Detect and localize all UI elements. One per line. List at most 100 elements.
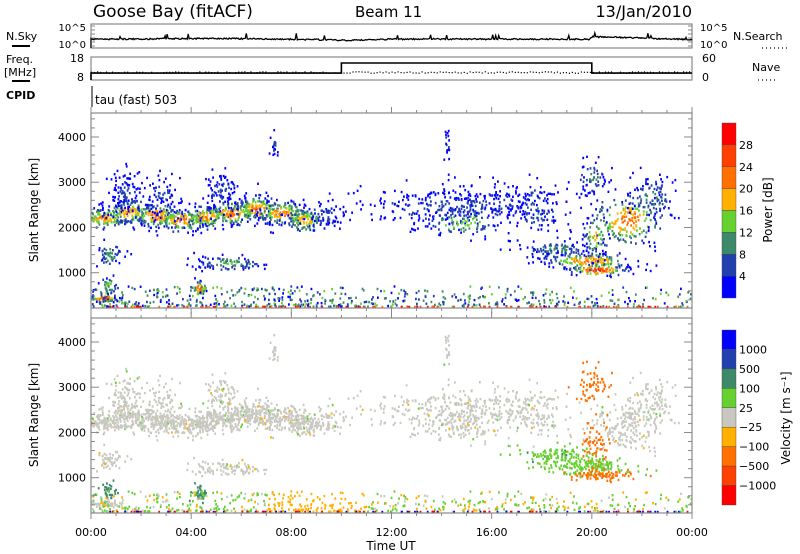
- power-echo-cell: [678, 293, 681, 296]
- power-echo-cell: [337, 305, 340, 309]
- velocity-echo-cell: [274, 425, 276, 428]
- nave-dot: [553, 72, 555, 74]
- velocity-echo-cell: [290, 414, 293, 417]
- power-echo-cell: [617, 237, 619, 240]
- velocity-echo-cell: [251, 410, 254, 414]
- power-echo-cell: [396, 204, 398, 207]
- power-echo-cell: [659, 201, 661, 204]
- power-echo-cell: [236, 212, 238, 216]
- velocity-echo-cell: [97, 414, 99, 417]
- power-echo-cell: [488, 302, 490, 305]
- power-echo-cell: [148, 204, 151, 207]
- power-echo-cell: [569, 261, 571, 265]
- power-echo-cell: [436, 305, 439, 309]
- power-echo-cell: [359, 185, 362, 188]
- power-echo-cell: [278, 215, 281, 218]
- power-echo-cell: [496, 301, 499, 304]
- power-echo-cell: [108, 191, 110, 195]
- power-echo-cell: [474, 210, 477, 213]
- nsky-tick-bottom: 10^0: [59, 40, 86, 51]
- power-echo-cell: [650, 211, 652, 215]
- power-echo-cell: [451, 207, 454, 210]
- velocity-echo-cell: [269, 421, 272, 424]
- power-echo-cell: [125, 162, 128, 166]
- power-echo-cell: [95, 218, 98, 222]
- power-echo-cell: [584, 256, 587, 260]
- power-echo-cell: [541, 224, 543, 227]
- power-echo-cell: [466, 201, 469, 205]
- power-echo-cell: [163, 191, 166, 195]
- power-echo-cell: [258, 216, 260, 220]
- power-echo-cell: [581, 238, 584, 241]
- power-echo-cell: [565, 200, 568, 203]
- power-echo-cell: [649, 218, 652, 222]
- velocity-echo-cell: [290, 404, 293, 407]
- power-echo-cell: [451, 219, 454, 222]
- freq-tick-bottom: 8: [77, 71, 84, 84]
- velocity-echo-cell: [166, 423, 169, 427]
- power-echo-cell: [544, 292, 547, 295]
- power-echo-cell: [241, 201, 244, 204]
- velocity-echo-cell: [248, 417, 251, 420]
- velocity-echo-cell: [284, 419, 286, 423]
- power-echo-cell: [207, 194, 210, 197]
- power-echo-cell: [515, 192, 517, 195]
- power-echo-cell: [173, 205, 176, 208]
- velocity-echo-cell: [178, 414, 181, 417]
- power-echo-cell: [496, 213, 499, 217]
- power-echo-cell: [300, 217, 303, 220]
- power-echo-cell: [191, 265, 194, 268]
- power-echo-cell: [214, 216, 217, 219]
- power-echo-cell: [550, 261, 553, 264]
- nave-dot: [671, 72, 673, 74]
- power-echo-cell: [178, 209, 181, 212]
- nave-dot: [677, 71, 679, 73]
- power-echo-cell: [268, 303, 271, 306]
- velocity-echo-cell: [254, 421, 257, 424]
- power-echo-cell: [355, 296, 357, 299]
- power-echo-cell: [430, 227, 433, 230]
- power-echo-cell: [112, 195, 114, 199]
- power-echo-cell: [298, 305, 300, 309]
- velocity-echo-cell: [284, 426, 286, 429]
- power-echo-cell: [567, 301, 569, 304]
- power-echo-cell: [471, 204, 474, 207]
- power-echo-cell: [115, 304, 118, 307]
- power-echo-cell: [92, 290, 94, 293]
- power-echo-cell: [134, 200, 136, 203]
- power-echo-cell: [449, 206, 452, 210]
- velocity-echo-cell: [160, 404, 163, 408]
- power-echo-cell: [353, 304, 356, 307]
- power-echo-cell: [201, 292, 203, 295]
- power-echo-cell: [205, 218, 207, 222]
- power-echo-cell: [230, 262, 233, 265]
- velocity-echo-cell: [262, 405, 265, 408]
- velocity-echo-cell: [117, 412, 119, 415]
- power-echo-cell: [530, 291, 532, 294]
- power-echo-cell: [248, 260, 250, 264]
- power-echo-cell: [220, 264, 222, 267]
- power-echo-cell: [653, 214, 656, 217]
- power-echo-cell: [121, 291, 123, 294]
- power-echo-cell: [639, 227, 641, 230]
- power-echo-cell: [579, 305, 581, 309]
- power-echo-cell: [441, 217, 444, 220]
- velocity-echo-cell: [229, 424, 232, 428]
- power-echo-cell: [195, 300, 198, 303]
- power-echo-cell: [601, 267, 604, 270]
- power-echo-cell: [274, 203, 277, 206]
- power-echo-cell: [269, 214, 272, 217]
- power-echo-cell: [630, 268, 632, 271]
- power-echo-cell: [230, 187, 233, 191]
- power-echo-cell: [664, 193, 667, 196]
- velocity-echo-cell: [181, 417, 184, 421]
- velocity-echo-cell: [158, 423, 161, 427]
- power-echo-cell: [526, 213, 528, 216]
- power-echo-cell: [632, 305, 635, 308]
- power-echo-cell: [208, 208, 210, 211]
- power-echo-cell: [255, 206, 258, 209]
- power-echo-cell: [469, 206, 472, 209]
- power-echo-cell: [442, 300, 444, 304]
- power-echo-cell: [542, 248, 545, 252]
- power-echo-cell: [101, 253, 104, 256]
